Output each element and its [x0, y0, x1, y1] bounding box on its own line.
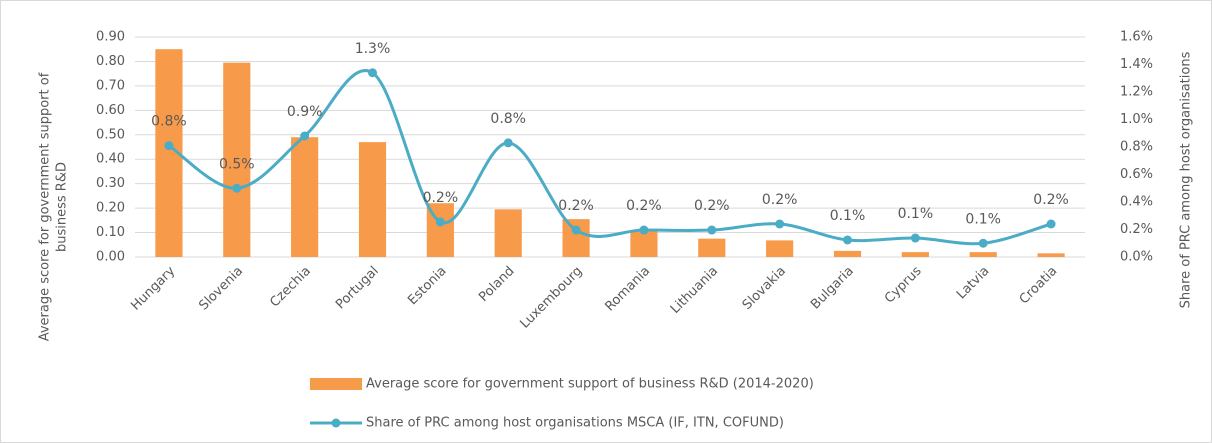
line-marker: [978, 238, 988, 248]
data-label: 0.5%: [219, 156, 255, 172]
data-label: 1.3%: [355, 41, 391, 57]
y2-tick-label: 0.4%: [1120, 195, 1153, 210]
y2-tick-label: 1.2%: [1120, 85, 1153, 100]
line-marker: [232, 183, 242, 193]
y2-axis-title: Share of PRC among host organisations: [1179, 51, 1194, 308]
y-axis-title: Average score for government support of: [38, 72, 53, 341]
legend-swatch: [310, 378, 362, 390]
line-marker: [910, 233, 920, 243]
y-tick-label: 0.00: [96, 250, 125, 265]
line-marker: [571, 225, 581, 235]
y2-tick-label: 0.8%: [1120, 140, 1153, 155]
bar: [630, 230, 658, 257]
data-label: 0.9%: [287, 104, 323, 120]
data-label: 0.8%: [490, 111, 526, 127]
data-label: 0.8%: [151, 114, 187, 130]
legend-swatch-marker: [331, 418, 341, 428]
bar: [223, 62, 251, 257]
y-tick-label: 0.50: [96, 127, 125, 142]
data-label: 0.2%: [558, 198, 594, 214]
data-label: 0.2%: [626, 198, 662, 214]
y-tick-label: 0.70: [96, 78, 125, 93]
bar: [562, 219, 590, 257]
data-label: 0.2%: [423, 190, 459, 206]
line-marker: [164, 141, 174, 151]
bar: [494, 209, 522, 257]
data-label: 0.1%: [965, 211, 1001, 227]
line-marker: [707, 225, 717, 235]
y-tick-label: 0.40: [96, 152, 125, 167]
bar: [833, 250, 862, 257]
data-label: 0.1%: [830, 208, 866, 224]
y-tick-label: 0.20: [96, 201, 125, 216]
data-label: 0.2%: [1033, 192, 1069, 208]
y2-tick-label: 1.0%: [1120, 112, 1153, 127]
legend-label: Average score for government support of …: [366, 377, 814, 392]
bar: [358, 142, 387, 257]
y2-tick-label: 1.6%: [1120, 30, 1153, 45]
line-marker: [368, 68, 377, 78]
data-label: 0.2%: [762, 192, 798, 208]
y-tick-label: 0.30: [96, 176, 125, 191]
line: [168, 69, 1052, 246]
legend-label: Share of PRC among host organisations MS…: [366, 416, 784, 431]
bar: [698, 238, 726, 257]
line-marker: [775, 219, 785, 229]
bar: [901, 252, 929, 257]
line-marker: [300, 131, 310, 141]
y-tick-label: 0.90: [96, 30, 125, 45]
line-marker: [435, 217, 445, 227]
y-axis-title: business R&D: [55, 162, 70, 252]
y2-tick-label: 1.4%: [1120, 57, 1153, 72]
line-marker: [1046, 219, 1056, 229]
y-tick-label: 0.60: [96, 103, 125, 118]
line-marker: [639, 225, 649, 235]
bar: [766, 240, 794, 257]
data-label: 0.1%: [898, 206, 934, 222]
data-label: 0.2%: [694, 198, 730, 214]
line-marker: [843, 235, 852, 245]
y-tick-label: 0.80: [96, 54, 125, 69]
y2-tick-label: 0.2%: [1120, 222, 1153, 237]
y-tick-label: 0.10: [96, 225, 125, 240]
y2-tick-label: 0.0%: [1120, 250, 1153, 265]
bar: [969, 252, 997, 257]
bar: [291, 137, 319, 257]
bar: [1037, 253, 1065, 257]
y2-tick-label: 0.6%: [1120, 167, 1153, 182]
line-marker: [503, 138, 513, 148]
